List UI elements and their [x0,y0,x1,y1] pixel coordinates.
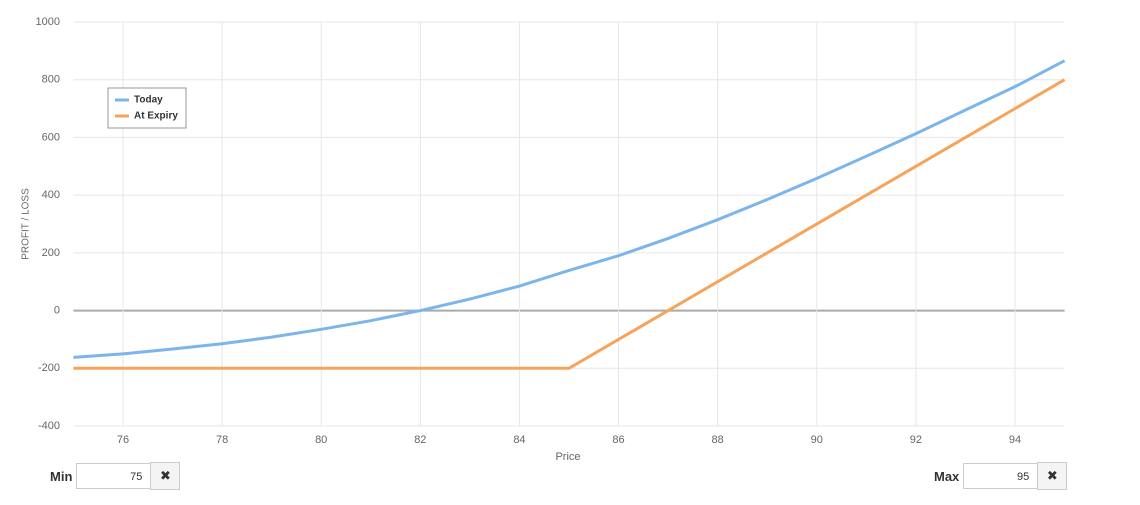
max-label: Max [934,468,960,484]
legend-label: At Expiry [134,111,178,122]
x-tick-label: 86 [612,434,624,446]
min-input[interactable]: 75 [76,463,151,489]
y-tick-label: 400 [42,189,60,201]
y-tick-label: 200 [42,247,60,259]
min-clear-button[interactable]: ✖ [150,462,181,490]
y-tick-label: 800 [42,74,60,86]
y-tick-label: -400 [38,420,60,432]
y-tick-label: 0 [54,304,60,316]
series-line [73,78,1066,370]
y-tick-label: 600 [42,131,60,143]
legend-box [107,87,187,129]
x-tick-label: 76 [117,434,129,446]
series-line [73,59,1066,359]
y-tick-label: -200 [38,362,60,374]
chart: Price PROFIT / LOSS -400 -200 0 200 400 600 80… [21,16,1066,460]
max-input[interactable]: 95 [963,463,1038,489]
y-tick-label: 1000 [36,16,60,28]
max-clear-button[interactable]: ✖ [1037,462,1068,490]
x-tick-label: 80 [315,434,327,446]
legend-label: Today [134,95,163,106]
x-tick-label: 94 [1009,434,1021,446]
x-tick-label: 84 [513,434,525,446]
max-control: Max 95 ✖ [934,462,1068,490]
x-tick-label: 82 [414,434,426,446]
x-tick-label: 78 [216,434,228,446]
y-axis-label: PROFIT / LOSS [21,188,32,260]
min-label: Min [50,468,73,484]
x-tick-label: 90 [811,434,823,446]
x-tick-label: 92 [910,434,922,446]
x-axis-label: Price [555,451,580,460]
x-tick-label: 88 [712,434,724,446]
min-control: Min 75 ✖ [50,462,181,490]
